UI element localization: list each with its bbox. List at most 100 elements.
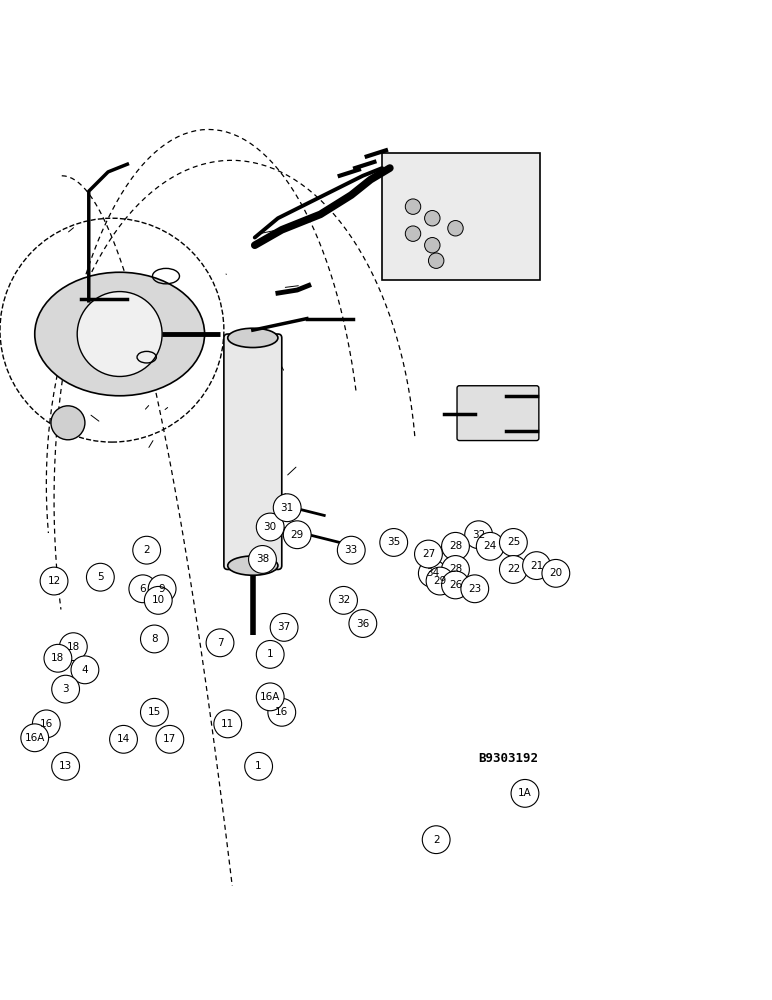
FancyBboxPatch shape	[224, 334, 282, 569]
Ellipse shape	[228, 328, 278, 348]
Circle shape	[51, 406, 85, 440]
Circle shape	[330, 586, 357, 614]
Circle shape	[256, 513, 284, 541]
Text: 22: 22	[506, 564, 520, 574]
Circle shape	[156, 725, 184, 753]
Circle shape	[349, 610, 377, 637]
Circle shape	[415, 540, 442, 568]
Text: 16: 16	[39, 719, 53, 729]
Circle shape	[499, 556, 527, 583]
Circle shape	[44, 644, 72, 672]
Text: 37: 37	[277, 622, 291, 632]
Text: 2: 2	[433, 835, 439, 845]
Text: 29: 29	[290, 530, 304, 540]
Text: 26: 26	[449, 580, 462, 590]
Circle shape	[273, 494, 301, 522]
Circle shape	[206, 629, 234, 657]
Circle shape	[428, 253, 444, 268]
Text: 4: 4	[82, 665, 88, 675]
Circle shape	[283, 521, 311, 549]
Circle shape	[380, 529, 408, 556]
Text: 32: 32	[337, 595, 350, 605]
Text: 8: 8	[151, 634, 157, 644]
Circle shape	[256, 641, 284, 668]
Circle shape	[418, 559, 446, 587]
Circle shape	[405, 226, 421, 241]
Text: 12: 12	[47, 576, 61, 586]
Circle shape	[337, 536, 365, 564]
Circle shape	[52, 675, 80, 703]
Text: 16: 16	[275, 707, 289, 717]
Circle shape	[148, 575, 176, 603]
Text: 24: 24	[483, 541, 497, 551]
Circle shape	[141, 698, 168, 726]
Circle shape	[52, 752, 80, 780]
Text: 30: 30	[263, 522, 277, 532]
Circle shape	[405, 199, 421, 214]
Ellipse shape	[228, 556, 278, 575]
Circle shape	[71, 656, 99, 684]
Text: 2: 2	[144, 545, 150, 555]
Circle shape	[425, 211, 440, 226]
Circle shape	[144, 586, 172, 614]
Text: 36: 36	[356, 619, 370, 629]
Circle shape	[110, 725, 137, 753]
Circle shape	[268, 698, 296, 726]
Text: 16A: 16A	[260, 692, 280, 702]
Circle shape	[422, 826, 450, 854]
Text: 27: 27	[422, 549, 435, 559]
Circle shape	[442, 571, 469, 599]
Circle shape	[426, 567, 454, 595]
Circle shape	[141, 625, 168, 653]
Circle shape	[133, 536, 161, 564]
Text: 34: 34	[425, 568, 439, 578]
Text: 7: 7	[217, 638, 223, 648]
Text: 15: 15	[147, 707, 161, 717]
Circle shape	[40, 567, 68, 595]
Circle shape	[214, 710, 242, 738]
Text: 17: 17	[163, 734, 177, 744]
Text: 29: 29	[433, 576, 447, 586]
Circle shape	[32, 710, 60, 738]
Circle shape	[499, 529, 527, 556]
Text: 20: 20	[549, 568, 563, 578]
Text: 13: 13	[59, 761, 73, 771]
Text: 1: 1	[267, 649, 273, 659]
Circle shape	[442, 556, 469, 583]
Text: 32: 32	[472, 530, 486, 540]
Circle shape	[465, 521, 493, 549]
Text: 1A: 1A	[518, 788, 532, 798]
Text: 28: 28	[449, 541, 462, 551]
FancyBboxPatch shape	[382, 153, 540, 280]
Circle shape	[448, 221, 463, 236]
Circle shape	[77, 292, 162, 376]
Circle shape	[86, 563, 114, 591]
Circle shape	[523, 552, 550, 580]
Text: 5: 5	[97, 572, 103, 582]
Circle shape	[270, 613, 298, 641]
Text: 3: 3	[63, 684, 69, 694]
Text: 25: 25	[506, 537, 520, 547]
Text: B9303192: B9303192	[479, 752, 539, 765]
Text: 28: 28	[449, 564, 462, 574]
Text: 18: 18	[51, 653, 65, 663]
Circle shape	[59, 633, 87, 661]
Circle shape	[425, 238, 440, 253]
Text: 23: 23	[468, 584, 482, 594]
Circle shape	[511, 779, 539, 807]
Text: 33: 33	[344, 545, 358, 555]
FancyBboxPatch shape	[457, 386, 539, 441]
Text: 11: 11	[221, 719, 235, 729]
Text: 14: 14	[117, 734, 130, 744]
Circle shape	[249, 546, 276, 573]
Ellipse shape	[35, 272, 205, 396]
Circle shape	[476, 532, 504, 560]
Circle shape	[542, 559, 570, 587]
Circle shape	[245, 752, 273, 780]
Text: 10: 10	[151, 595, 165, 605]
Circle shape	[21, 724, 49, 752]
Text: 6: 6	[140, 584, 146, 594]
Text: 35: 35	[387, 537, 401, 547]
Text: 21: 21	[530, 561, 543, 571]
Circle shape	[461, 575, 489, 603]
